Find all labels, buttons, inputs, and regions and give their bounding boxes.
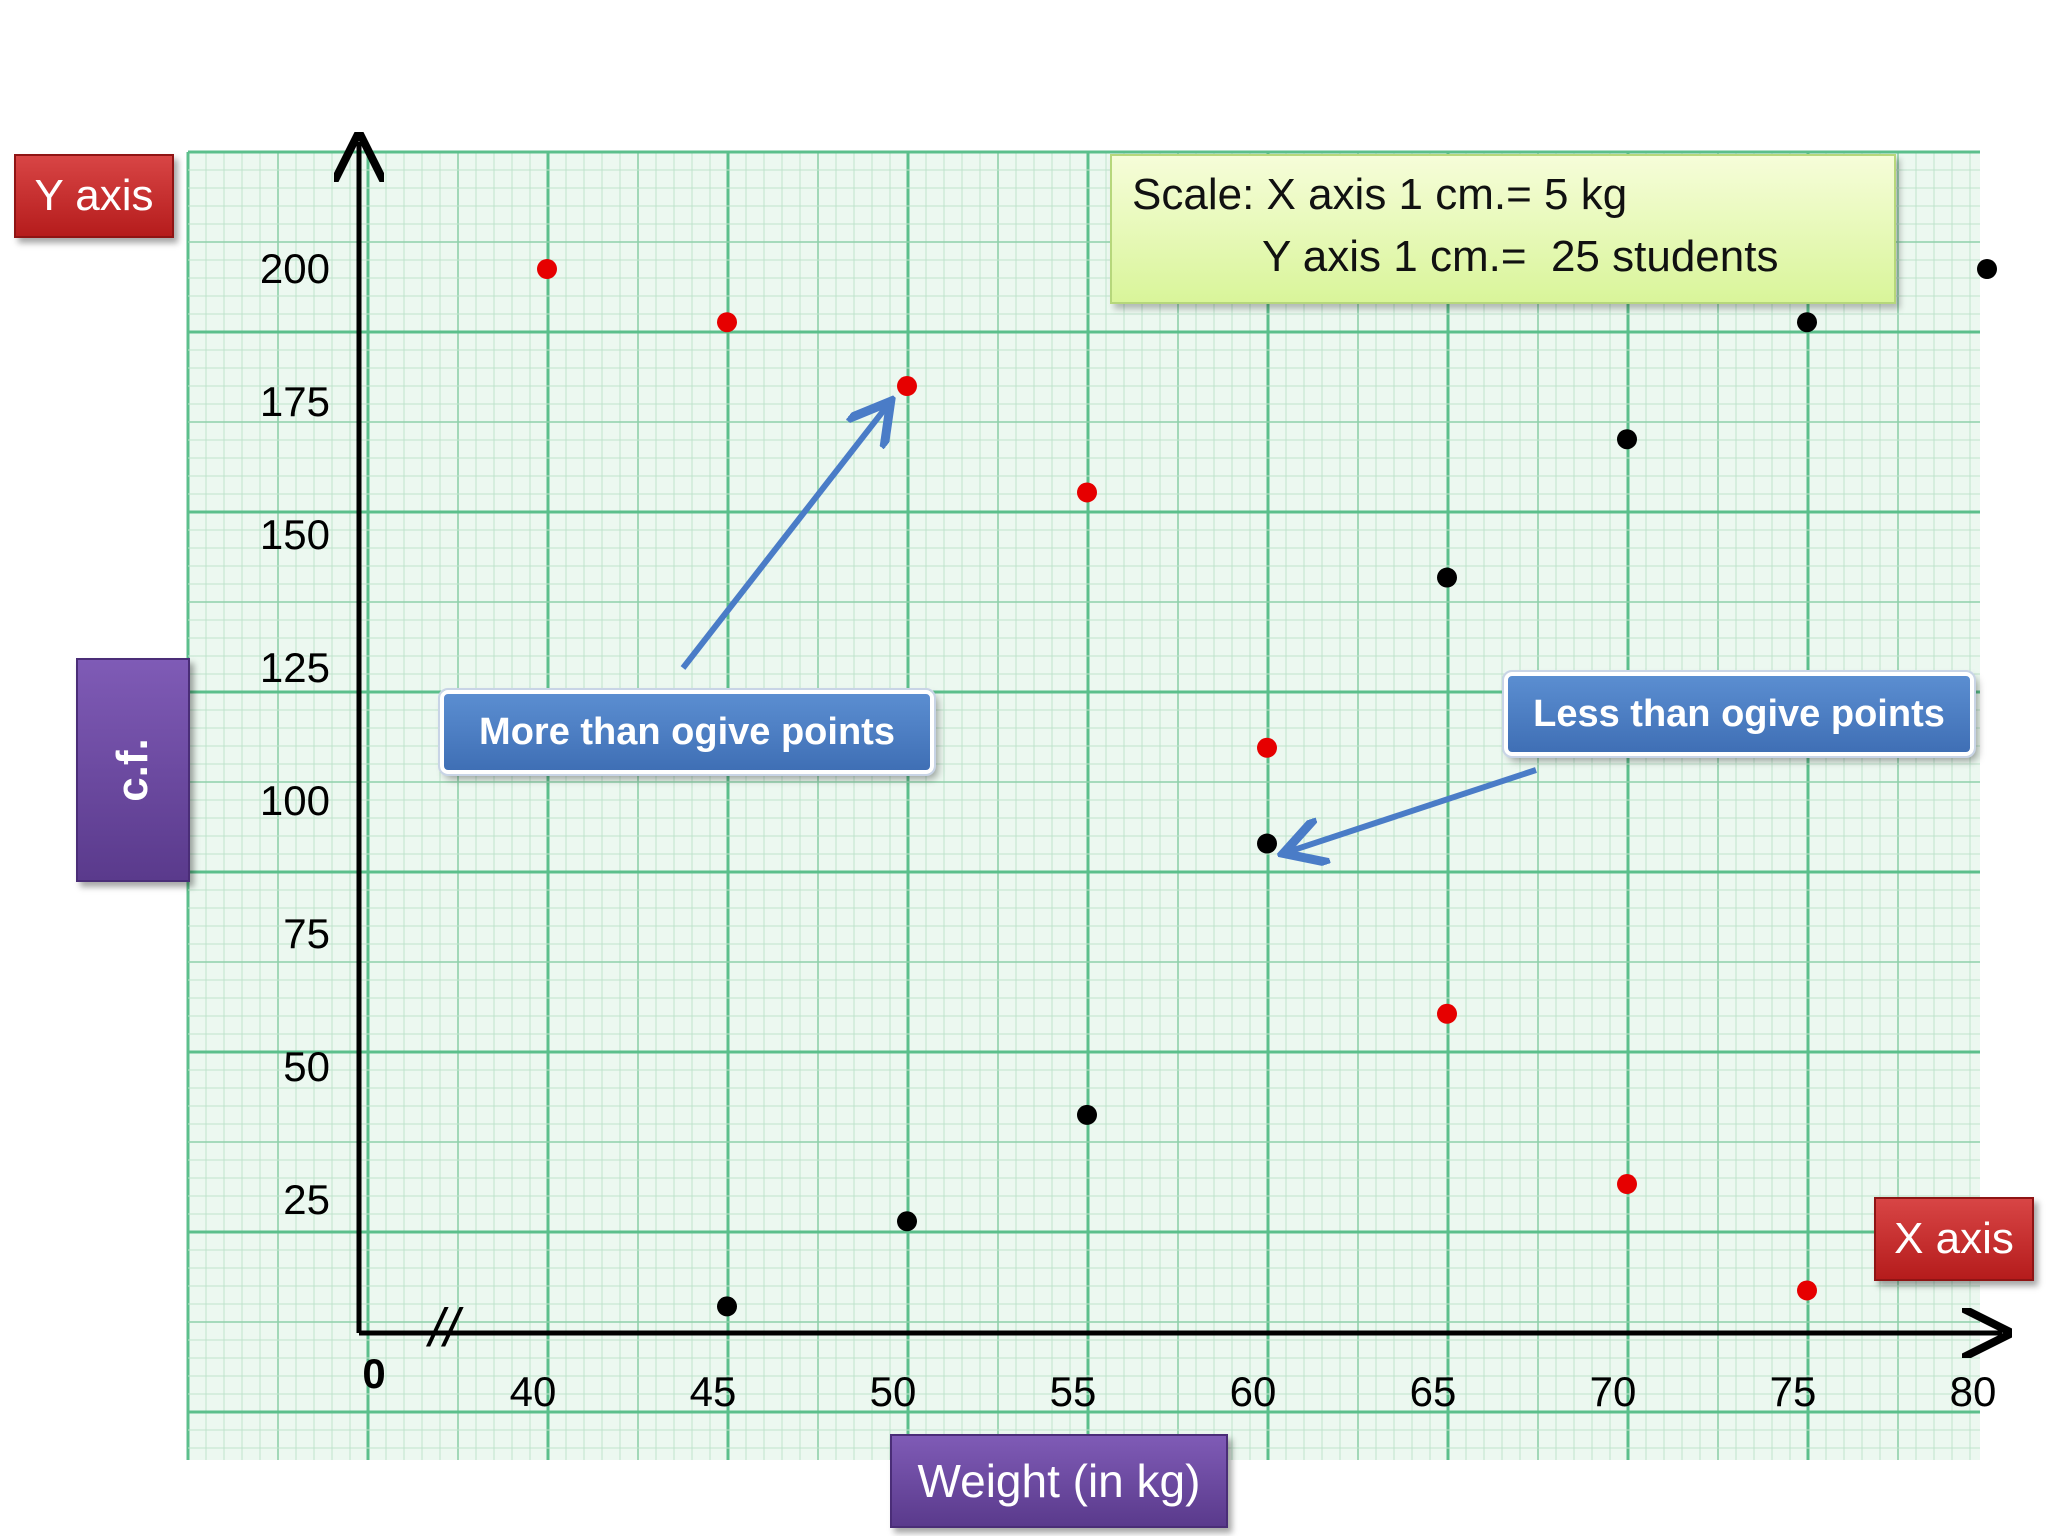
x-axis-break-mark: // [425,1298,464,1358]
y-axis-label: c.f. [107,738,157,802]
more-than-point [717,312,737,333]
more-than-point [1257,737,1277,758]
axes [359,142,2002,1333]
graph-paper-grid [186,150,1980,1460]
x-tick-label: 65 [1410,1368,1457,1415]
data-points [537,259,1997,1317]
more-than-point [1437,1003,1457,1024]
less-than-arrow [1289,767,1537,852]
y-tick-label: 175 [260,378,330,425]
x-tick-label: 40 [510,1368,557,1415]
y-tick-label: 150 [260,511,330,558]
more-than-arrow [680,406,887,670]
less-than-point [1797,312,1817,333]
more-than-ogive-callout: More than ogive points [438,688,936,776]
x-tick-label: 75 [1770,1368,1817,1415]
more-than-point [897,376,917,397]
x-tick-label: 60 [1230,1368,1277,1415]
more-than-point [1617,1174,1637,1195]
less-than-point [1077,1104,1097,1125]
x-tick-label: 55 [1050,1368,1097,1415]
x-tick-label: 45 [690,1368,737,1415]
more-than-point [1797,1280,1817,1301]
more-than-point [1077,482,1097,503]
less-than-point [1977,259,1997,279]
y-axis-tag: Y axis [14,154,174,238]
x-tick-label: 70 [1590,1368,1637,1415]
scale-y-text: Y axis 1 cm.= 25 students [1262,232,1779,281]
y-tick-label: 25 [283,1176,330,1223]
more-than-point [537,259,557,279]
x-axis-label-tag: Weight (in kg) [890,1434,1228,1528]
origin-label: 0 [362,1350,385,1397]
x-axis-tag: X axis [1874,1197,2034,1281]
x-tick-label: 80 [1950,1368,1997,1415]
graph-paper-background [188,152,1980,1460]
less-than-ogive-callout: Less than ogive points [1502,670,1976,758]
less-than-point [1437,567,1457,588]
less-than-point [897,1211,917,1232]
y-tick-label: 200 [260,245,330,292]
y-tick-label: 100 [260,777,330,824]
scale-note: Scale: X axis 1 cm.= 5 kg Y axis 1 cm.= … [1110,154,1896,304]
scale-x-text: Scale: X axis 1 cm.= 5 kg [1132,170,1628,219]
y-tick-label: 75 [283,910,330,957]
y-tick-label: 50 [283,1043,330,1090]
x-tick-label: 50 [870,1368,917,1415]
callout-arrows [680,406,1537,852]
less-than-point [1617,429,1637,450]
y-axis-label-tag: c.f. [76,658,190,882]
y-tick-label: 125 [260,644,330,691]
tick-labels: 40 45 50 55 60 65 70 75 80 25 50 75 100 125 150 175 200 [260,245,1996,1415]
less-than-point [1257,833,1277,854]
less-than-point [717,1296,737,1317]
